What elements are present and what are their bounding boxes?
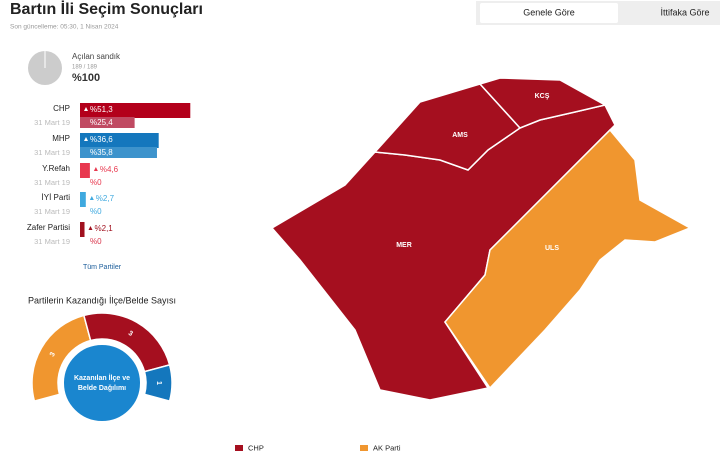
all-parties-link[interactable]: Tüm Partiler [83,264,122,271]
map-region[interactable] [444,128,692,390]
title: Bartın İli Seçim Sonuçları [10,0,203,18]
ballot-percent: %100 [72,72,100,84]
value-label: %2,1 [95,224,114,233]
value-label: %0 [90,178,102,187]
segment-label: 3 [127,330,134,338]
party-name: Y.Refah [42,164,70,173]
wins-title: Partilerin Kazandığı İlçe/Belde Sayısı [28,295,176,305]
value-label: %4,6 [100,165,119,174]
bar [80,133,159,148]
previous-label: 31 Mart 19 [34,178,70,187]
value-label: %51,3 [90,105,113,114]
party-name: MHP [52,134,70,143]
updated: Son güncelleme: 05:30, 1 Nisan 2024 [10,24,119,31]
legend-swatch [360,445,368,451]
bar [80,117,135,128]
value-label: %25,4 [90,118,113,127]
bar [80,103,191,118]
up-arrow [89,196,94,200]
map-region[interactable] [373,83,522,171]
party-name: İYİ Parti [42,193,71,202]
bar [80,147,157,158]
region-label: KCŞ [535,93,550,100]
bar [80,192,86,207]
previous-label: 31 Mart 19 [34,148,70,157]
legend-swatch [235,445,243,451]
previous-label: 31 Mart 19 [34,237,70,246]
legend-label: AK Parti [373,443,401,452]
up-arrow [93,167,98,171]
ballot-label: Açılan sandık [72,52,121,61]
tab[interactable]: İttifaka Göre [660,7,709,17]
value-label: %35,8 [90,148,113,157]
ballot-count: 189 / 189 [72,65,98,71]
center-label: Kazanılan İlçe ve [74,374,130,382]
bar [80,163,90,178]
previous-label: 31 Mart 19 [34,207,70,216]
value-label: %0 [90,207,102,216]
party-name: Zafer Partisi [27,223,70,232]
up-arrow [84,137,88,141]
value-label: %2,7 [96,194,115,203]
segment-label: 1 [155,381,162,385]
tab-active[interactable] [480,3,618,23]
region-label: AMS [452,132,468,139]
value-label: %36,6 [90,135,113,144]
bar [80,222,85,237]
value-label: %0 [90,237,102,246]
map-region[interactable] [478,77,608,129]
region-label: MER [396,242,412,249]
up-arrow [84,107,88,111]
donut-center [60,341,144,425]
up-arrow [88,226,93,230]
segment-label: 3 [49,351,57,358]
center-label: Belde Dağılımı [78,385,126,392]
legend-label: CHP [248,443,264,452]
region-label: ULS [545,245,559,252]
party-name: CHP [53,104,70,113]
previous-label: 31 Mart 19 [34,118,70,127]
tab[interactable]: Genele Göre [523,7,575,17]
donut-segment [143,363,173,403]
